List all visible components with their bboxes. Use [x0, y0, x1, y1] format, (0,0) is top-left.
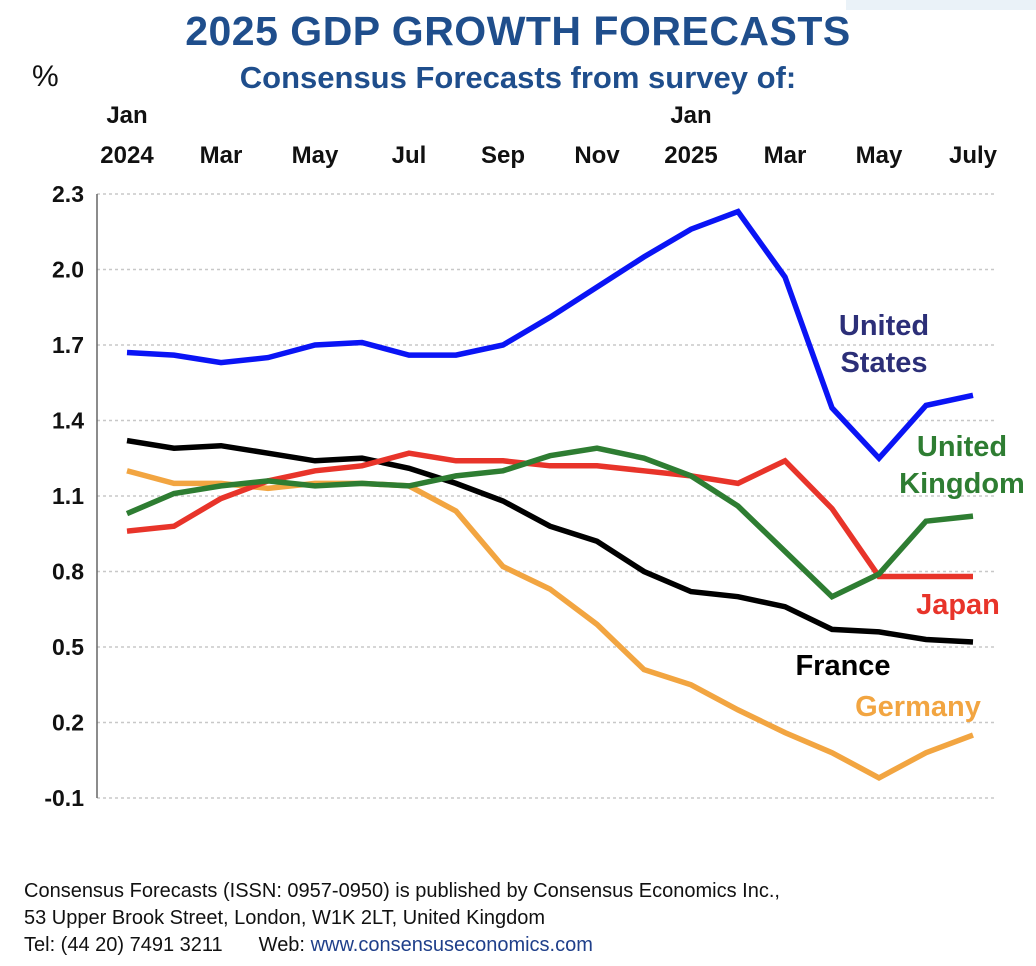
x-tick-label: Sep	[481, 142, 525, 169]
footer-line-1: Consensus Forecasts (ISSN: 0957-0950) is…	[24, 880, 780, 902]
corner-accent	[846, 0, 1036, 10]
x-tick-label: Mar	[764, 142, 807, 169]
series-line-japan	[126, 450, 973, 580]
series-line-france	[126, 437, 974, 645]
y-tick-label: 0.2	[52, 710, 84, 736]
publisher-footer: Consensus Forecasts (ISSN: 0957-0950) is…	[24, 878, 780, 959]
y-tick-label: 1.4	[52, 408, 84, 434]
x-tick-label: May	[292, 142, 339, 169]
chart-title: 2025 GDP GROWTH FORECASTS	[185, 8, 851, 54]
y-tick-label: 2.3	[52, 181, 84, 207]
x-tick-label: Jan	[106, 102, 147, 129]
y-tick-label: 0.5	[52, 634, 84, 660]
footer-web-label: Web:	[258, 934, 305, 956]
footer-line-3: Tel: (44 20) 7491 3211 Web: www.consensus…	[24, 932, 780, 959]
x-tick-label: July	[949, 142, 998, 169]
y-tick-label: 1.1	[52, 483, 84, 509]
x-tick-label: Mar	[200, 142, 243, 169]
footer-tel: Tel: (44 20) 7491 3211	[24, 934, 223, 956]
x-tick-label: Jul	[392, 142, 427, 169]
y-tick-label: 1.7	[52, 332, 84, 358]
x-tick-label: Jan	[670, 102, 711, 129]
series-line-united-kingdom	[125, 445, 974, 601]
y-tick-label: 0.8	[52, 559, 84, 585]
series-label-united-states: States	[840, 347, 927, 379]
line-chart: 2.3 2.0 1.7 1.4 1.1 0.8 0.5 0.2 -0.1 Jan 2024 Mar Ma…	[44, 102, 1025, 811]
footer-web-url[interactable]: www.consensuseconomics.com	[310, 934, 593, 956]
x-tick-label: May	[856, 142, 903, 169]
y-tick-label: -0.1	[44, 785, 84, 811]
series-label-japan: Japan	[916, 589, 1000, 621]
x-tick-label: 2025	[664, 142, 717, 169]
x-tick-label: 2024	[100, 142, 154, 169]
series-label-united-kingdom: United	[917, 431, 1007, 463]
series-label-united-states: United	[839, 310, 929, 342]
x-tick-label: Nov	[574, 142, 620, 169]
series-label-france: France	[795, 650, 890, 682]
y-axis-unit: %	[32, 60, 59, 93]
series-label-germany: Germany	[855, 691, 981, 723]
y-tick-label: 2.0	[52, 257, 84, 283]
footer-line-2: 53 Upper Brook Street, London, W1K 2LT, …	[24, 907, 546, 929]
chart-subtitle: Consensus Forecasts from survey of:	[239, 60, 797, 95]
series-line-united-states	[126, 208, 974, 463]
series-line-germany	[126, 468, 974, 782]
series-label-united-kingdom: Kingdom	[899, 468, 1025, 500]
